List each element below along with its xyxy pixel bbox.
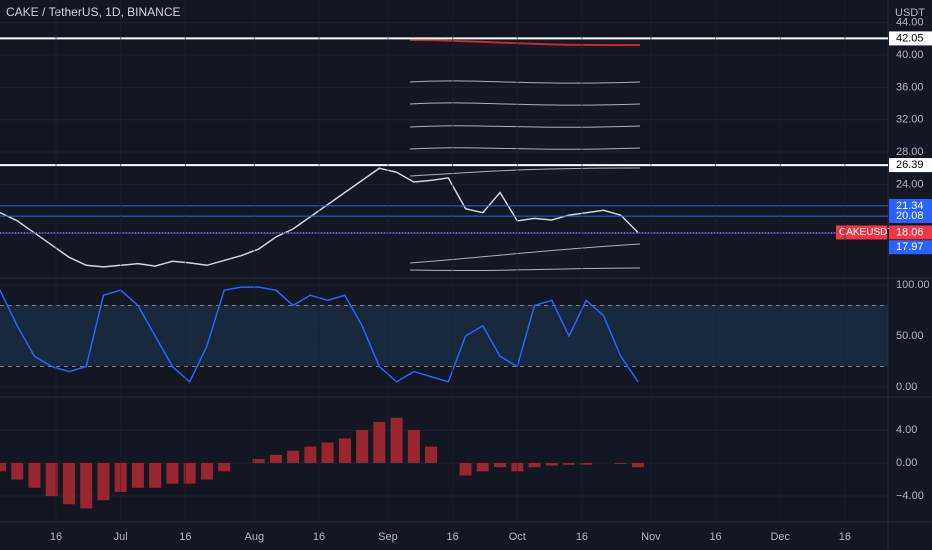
x-tick-label: Sep — [378, 531, 398, 543]
x-tick-label: Aug — [245, 531, 265, 543]
band-line — [409, 167, 641, 177]
y-tick-label: 4.00 — [896, 424, 917, 436]
price-tag — [889, 158, 932, 173]
price-tag — [889, 209, 932, 224]
band-line — [409, 267, 641, 272]
histogram-bar — [287, 450, 300, 464]
histogram-bar — [425, 446, 438, 464]
histogram-bar — [97, 463, 110, 501]
histogram-bar — [321, 442, 334, 464]
price-tag-label: 18.06 — [896, 226, 924, 238]
band-line — [409, 125, 641, 128]
histogram-bar — [614, 463, 627, 464]
x-tick-label: 16 — [709, 531, 721, 543]
y-tick-label: 0.00 — [896, 381, 917, 393]
y-tick-label: 50.00 — [896, 330, 924, 342]
histogram-bar — [528, 463, 541, 468]
histogram-bar — [304, 446, 317, 464]
chart-title: CAKE / TetherUS, 1D, BINANCE — [6, 5, 181, 19]
axis-unit: USDT — [895, 7, 925, 19]
histogram-bar — [80, 463, 93, 509]
histogram-bar — [356, 430, 369, 464]
y-tick-label: 28.00 — [896, 146, 924, 158]
histogram-bar — [338, 438, 351, 464]
x-tick-label: Nov — [641, 531, 661, 543]
histogram-bar — [459, 463, 472, 476]
histogram-bar — [28, 463, 41, 488]
band-line — [409, 243, 641, 264]
histogram-bar — [269, 454, 282, 464]
x-tick-label: 16 — [313, 531, 325, 543]
histogram-bar — [200, 463, 213, 480]
y-tick-label: 32.00 — [896, 114, 924, 126]
ma-line — [409, 39, 641, 47]
histogram-bar — [166, 463, 179, 484]
histogram-bar — [373, 421, 386, 464]
band-line — [409, 80, 641, 84]
x-tick-label: Jul — [114, 531, 128, 543]
y-tick-label: 36.00 — [896, 81, 924, 93]
price-tag-label: 26.39 — [896, 159, 924, 171]
histogram-bar — [390, 417, 403, 464]
x-tick-label: 16 — [179, 531, 191, 543]
price-tag — [889, 240, 932, 255]
histogram-bar — [11, 463, 24, 480]
y-tick-label: 44.00 — [896, 17, 924, 29]
x-tick-label: 16 — [576, 531, 588, 543]
y-tick-label: 100.00 — [896, 279, 930, 291]
histogram-bar — [580, 463, 593, 465]
histogram-bar — [252, 458, 265, 464]
histogram-bar — [131, 463, 144, 488]
histogram-bar — [476, 463, 489, 472]
histogram-bar — [545, 463, 558, 466]
histogram-bar — [62, 463, 75, 505]
histogram-bar — [494, 463, 507, 468]
histogram-bar — [218, 463, 231, 472]
x-tick-label: 16 — [446, 531, 458, 543]
x-tick-label: Dec — [770, 531, 790, 543]
histogram-bar — [149, 463, 162, 488]
y-tick-label: 0.00 — [896, 457, 917, 469]
histogram-bar — [631, 463, 644, 468]
y-tick-label: −4.00 — [896, 490, 924, 502]
histogram-bar — [563, 463, 576, 465]
band-line — [409, 147, 641, 150]
histogram-bar — [407, 430, 420, 464]
x-tick-label: 16 — [839, 531, 851, 543]
price-tag — [889, 225, 932, 240]
histogram-bar — [183, 463, 196, 484]
price-tag-label: 21.34 — [896, 200, 924, 212]
y-tick-label: 40.00 — [896, 49, 924, 61]
symbol-label: CAKEUSDT — [839, 227, 893, 238]
x-tick-label: Oct — [509, 531, 526, 543]
y-tick-label: 24.00 — [896, 178, 924, 190]
price-tag-label: 20.08 — [896, 210, 924, 222]
x-tick-label: 16 — [50, 531, 62, 543]
histogram-bar — [45, 463, 58, 497]
symbol-tag — [836, 225, 887, 240]
price-tag-label: 42.05 — [896, 32, 924, 44]
bollinger-lines — [409, 80, 641, 272]
band-line — [409, 102, 641, 106]
price-tag — [889, 31, 932, 46]
histogram-bar — [0, 463, 6, 472]
price-tag-label: 17.97 — [896, 241, 924, 253]
